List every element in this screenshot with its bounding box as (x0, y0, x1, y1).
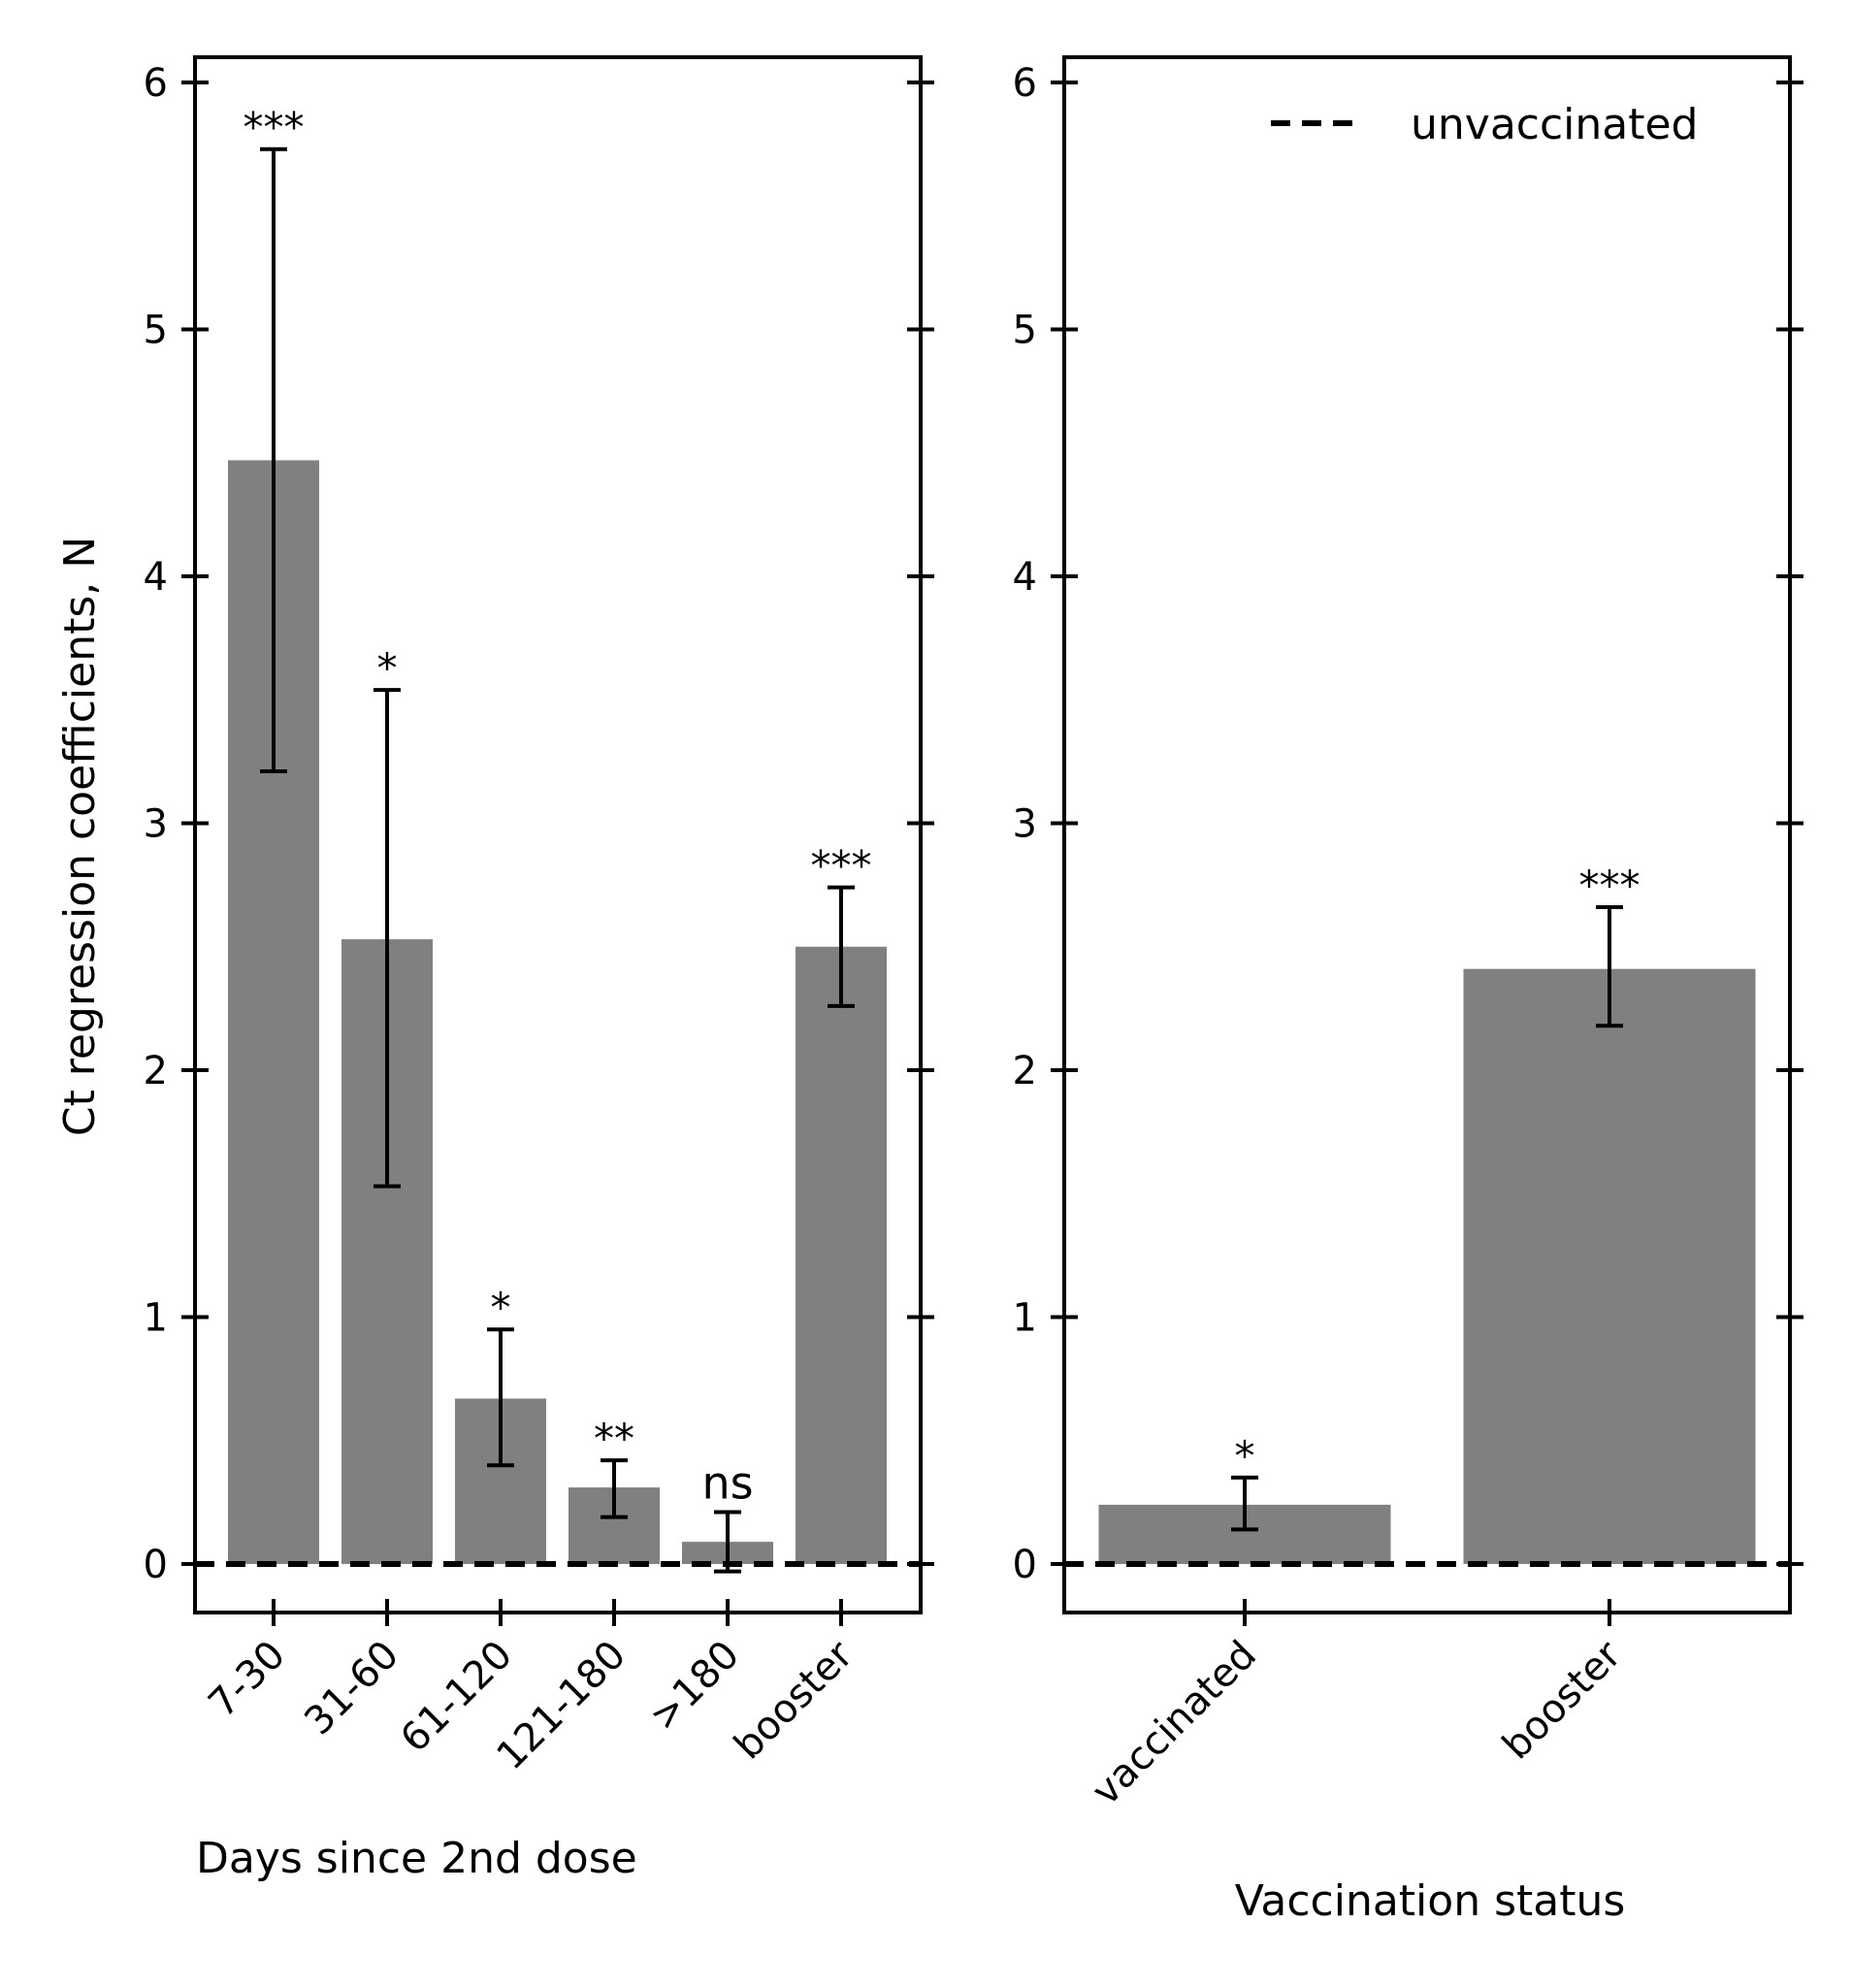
y-tick-label-days-0: 0 (144, 1543, 168, 1587)
x-tick-label-days-0: 7-30 (200, 1633, 294, 1727)
x-tick-label-days-4: >180 (641, 1633, 748, 1740)
y-tick-label-days-1: 1 (144, 1296, 168, 1341)
y-tick-label-days-5: 5 (144, 309, 168, 353)
y-tick-label-days-3: 3 (144, 802, 168, 847)
x-tick-label-vacc-0: vaccinated (1084, 1633, 1265, 1814)
significance-label-days-5: *** (811, 842, 872, 890)
significance-label-days-2: * (491, 1284, 511, 1331)
x-axis-label-days: Days since 2nd dose (196, 1834, 637, 1883)
x-tick-label-days-5: booster (726, 1632, 861, 1768)
significance-label-vacc-1: *** (1579, 862, 1641, 909)
y-tick-label-vacc-2: 2 (1013, 1049, 1037, 1093)
y-tick-label-vacc-0: 0 (1013, 1543, 1037, 1587)
y-tick-label-vacc-5: 5 (1013, 309, 1037, 353)
significance-label-days-3: ** (594, 1415, 634, 1462)
y-tick-label-days-4: 4 (144, 555, 168, 600)
y-tick-label-vacc-1: 1 (1013, 1296, 1037, 1341)
significance-label-days-0: *** (244, 104, 305, 151)
significance-label-days-1: * (377, 644, 398, 692)
y-tick-label-days-6: 6 (144, 61, 168, 106)
y-tick-label-vacc-4: 4 (1013, 555, 1037, 600)
plot-frame-vacc (1062, 55, 1792, 1614)
y-axis-label: Ct regression coefficients, N (55, 537, 105, 1136)
significance-label-vacc-0: * (1235, 1432, 1255, 1480)
bar-days-5 (796, 946, 887, 1564)
y-tick-label-vacc-6: 6 (1013, 61, 1037, 106)
y-tick-label-vacc-3: 3 (1013, 802, 1037, 847)
plot-frame-days (193, 55, 923, 1614)
significance-label-days-4: ns (701, 1457, 753, 1510)
bar-vacc-1 (1463, 968, 1756, 1564)
legend: unvaccinated (1271, 100, 1698, 149)
x-axis-label-vaccination: Vaccination status (1235, 1876, 1626, 1926)
y-tick-label-days-2: 2 (144, 1049, 168, 1093)
x-tick-label-vacc-1: booster (1494, 1632, 1630, 1768)
x-tick-label-days-1: 31-60 (296, 1633, 407, 1744)
legend-label: unvaccinated (1411, 100, 1698, 149)
